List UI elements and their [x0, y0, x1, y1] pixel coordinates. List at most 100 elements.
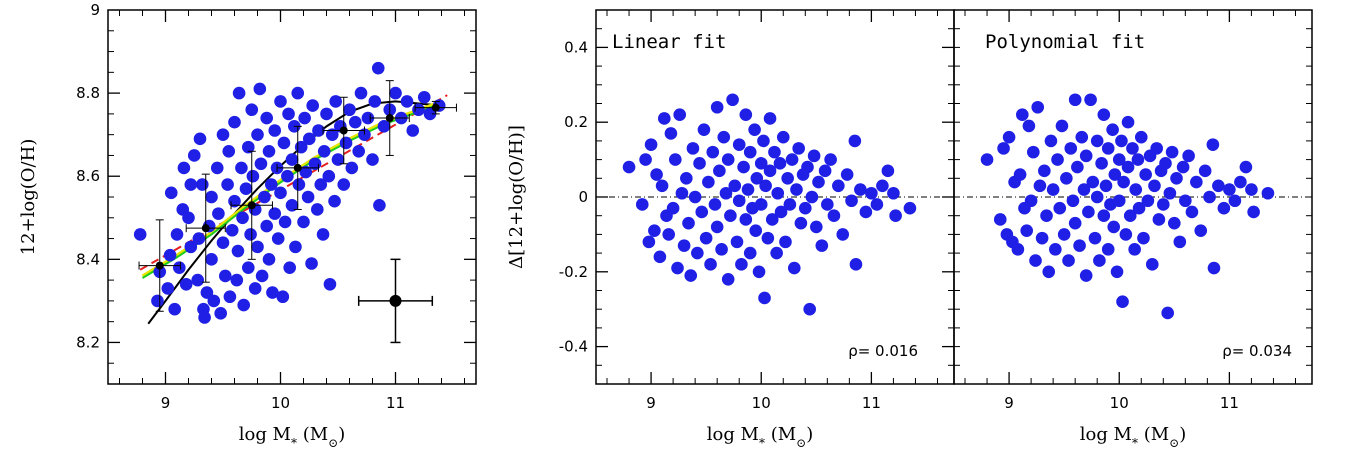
panel2-point — [673, 108, 687, 122]
panel3-point — [1079, 149, 1093, 163]
panel1-frame — [107, 9, 477, 385]
panel2-point — [735, 258, 748, 271]
panel1-point — [192, 232, 206, 245]
panel1-point — [274, 95, 287, 108]
panel2-point — [650, 168, 663, 181]
panel1-point — [198, 311, 211, 324]
panel3-point — [1077, 183, 1091, 196]
panel1-point — [285, 153, 299, 166]
panel2-point — [717, 130, 731, 144]
panel2-point — [743, 246, 757, 260]
panel3-point — [1011, 243, 1025, 256]
panel3-point — [1073, 239, 1086, 252]
panel3-point — [1093, 254, 1106, 267]
panel3-point — [1134, 130, 1148, 144]
panel2-point — [801, 160, 814, 174]
panel1-point — [254, 157, 268, 171]
panel2-point — [807, 149, 821, 163]
panel2-y-tick-label: 0.2 — [564, 113, 588, 131]
panel1-point — [245, 103, 259, 117]
panel3-x-tick-label: 11 — [1220, 394, 1239, 412]
panel1-point — [352, 144, 366, 158]
panel1-point — [305, 257, 318, 270]
panel1-ticks: 9 10 11 8.2 8.4 8.6 8.8 9 — [76, 1, 476, 412]
panel2-point — [732, 194, 746, 208]
panel1-point — [354, 86, 368, 100]
panel1-point — [236, 211, 249, 225]
panel1-point — [207, 294, 221, 308]
panel1-y-axis-title: 12+log(O/H) — [18, 139, 39, 256]
panel2-point — [682, 216, 695, 230]
panel2-point — [664, 127, 678, 140]
panel1-point — [311, 203, 324, 216]
panel2-point — [684, 269, 698, 282]
panel2-point — [704, 258, 717, 271]
panel2-point — [706, 145, 720, 159]
panel1-point — [325, 128, 339, 141]
panel2-point — [710, 220, 724, 234]
panel3-point — [1060, 172, 1073, 185]
panel1-point — [366, 153, 379, 166]
panel1-point — [266, 286, 279, 299]
panel2-point — [724, 209, 737, 222]
panel3-point — [1024, 194, 1038, 208]
panel2-point — [836, 228, 850, 241]
panel2-point — [730, 235, 744, 249]
panel1-point — [302, 132, 316, 146]
panel2-point — [622, 160, 636, 174]
panel1-point — [219, 269, 232, 283]
panel3-point — [1161, 306, 1174, 320]
panel1-x-tick-label: 9 — [161, 394, 171, 412]
panel3-point — [1027, 145, 1040, 159]
panel3-data-points — [980, 93, 1275, 320]
panel2-point — [881, 164, 895, 178]
panel1-point — [184, 240, 198, 254]
panel2-point — [680, 172, 693, 185]
panel1-point — [276, 290, 290, 304]
panel2-point — [741, 183, 755, 196]
panel2-point — [750, 172, 764, 185]
panel3-point — [1168, 216, 1181, 230]
panel2-point — [644, 138, 658, 151]
panel1-point — [168, 302, 181, 316]
panel2-point — [761, 231, 775, 245]
panel2-point — [810, 220, 823, 234]
panel2-y-tick-label: 0.4 — [564, 38, 588, 56]
panel1-point — [322, 169, 336, 183]
panel1-point — [262, 144, 276, 158]
typical-error-bar — [357, 258, 434, 344]
panel3-point — [1185, 205, 1199, 219]
panel3-rho-label: ρ= 0.034 — [1222, 342, 1292, 360]
fit-line-poly — [147, 100, 442, 325]
panel1-point — [200, 286, 214, 299]
panel2-rho-label: ρ= 0.016 — [848, 342, 918, 360]
panel3-point — [993, 213, 1007, 226]
panel1-point — [222, 144, 236, 158]
panel1-point — [343, 103, 356, 117]
panel2-point — [792, 142, 805, 155]
panel3-point — [1049, 243, 1062, 256]
panel1-point — [417, 90, 431, 104]
panel2-point — [818, 164, 832, 178]
panel2-point — [840, 168, 854, 181]
panel3-point — [1086, 175, 1100, 189]
panel1-point — [299, 165, 313, 179]
panel1-point — [242, 261, 255, 274]
panel3-point — [1207, 261, 1221, 275]
panel2-point — [748, 123, 761, 136]
polynomial-fit-residual-panel: 9 10 11 Polynomial fit ρ= 0.034 log M* (M⊙… — [953, 9, 1313, 450]
panel1-point — [292, 178, 306, 191]
panel1-point — [205, 253, 218, 266]
panel3-point — [1110, 265, 1124, 279]
panel3-point — [1033, 179, 1047, 193]
panel3-point — [1055, 119, 1069, 133]
panel1-point — [182, 211, 195, 225]
panel1-point — [242, 140, 255, 154]
panel1-point — [291, 86, 305, 100]
panel1-y-tick-label: 8.2 — [76, 333, 100, 351]
panel1-point — [196, 178, 209, 191]
panel1-point — [423, 107, 437, 121]
panel1-point — [179, 277, 193, 291]
panel1-point — [389, 86, 402, 100]
panel2-point — [713, 164, 726, 178]
